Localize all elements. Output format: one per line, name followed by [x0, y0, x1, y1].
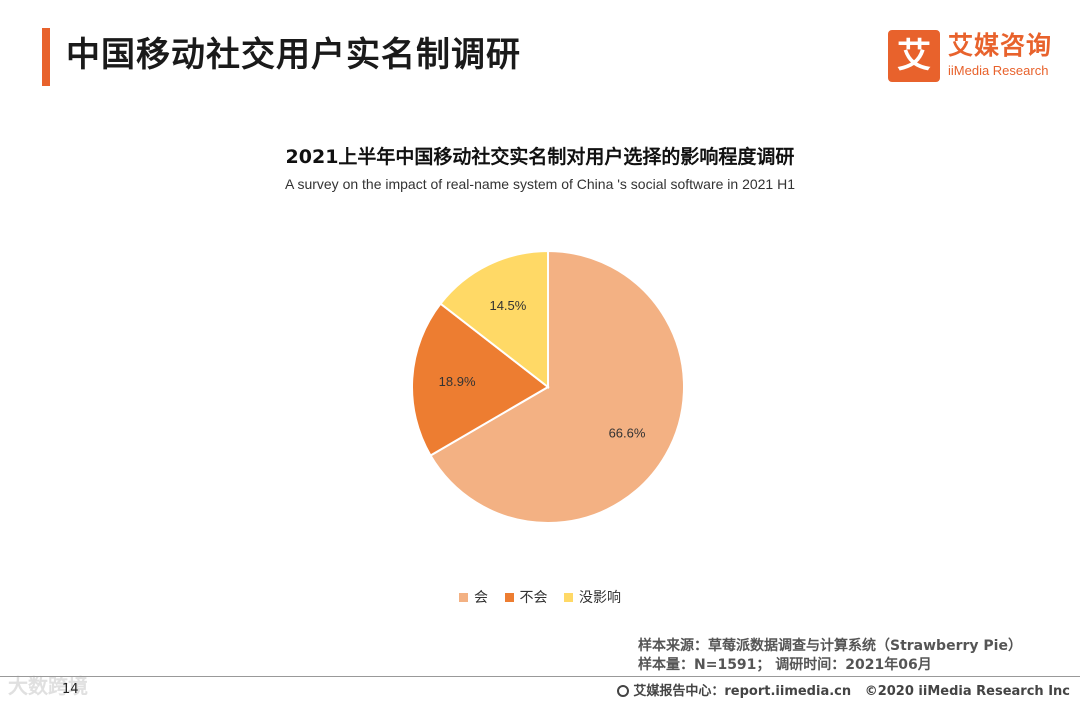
chart-title: 2021上半年中国移动社交实名制对用户选择的影响程度调研: [285, 146, 795, 168]
page-title: 中国移动社交用户实名制调研: [66, 35, 521, 75]
sample-line: 样本量：N=1591； 调研时间：2021年06月: [638, 657, 932, 673]
legend-swatch: [504, 592, 514, 602]
title-accent-bar: [42, 28, 50, 86]
source-line: 样本来源：草莓派数据调查与计算系统（Strawberry Pie）: [638, 638, 1022, 654]
pie-slice-1: [411, 302, 550, 457]
iimedia-logo: 艾 艾媒咨询 iiMedia Research: [888, 30, 1068, 84]
chart-legend: 会 不会 没影响: [0, 587, 1080, 607]
footer-divider: [0, 676, 1080, 677]
logo-chinese-name: 艾媒咨询: [948, 31, 1053, 60]
pie-slice-2: [439, 249, 549, 390]
copyright: ©2020 iiMedia Research Inc: [864, 684, 1070, 699]
chart-subtitle: A survey on the impact of real-name syst…: [284, 176, 796, 192]
slice-label-1: 18.9%: [439, 374, 476, 389]
pie-chart: 66.6% 18.9% 14.5%: [411, 249, 685, 524]
legend-item-hui: 会: [459, 587, 488, 607]
logo-mark: 艾: [888, 30, 940, 82]
legend-swatch: [459, 592, 469, 602]
legend-item-buhui: 不会: [504, 587, 548, 607]
legend-swatch: [563, 592, 573, 602]
logo-english-name: iiMedia Research: [948, 63, 1049, 78]
page-number: 14: [62, 682, 79, 697]
slice-label-0: 66.6%: [609, 425, 646, 440]
legend-item-meiyingxiang: 没影响: [563, 587, 621, 607]
slice-label-2: 14.5%: [489, 298, 526, 313]
source-note: 样本来源：草莓派数据调查与计算系统（Strawberry Pie） 样本量：N=…: [638, 637, 1038, 675]
report-center-link[interactable]: 艾媒报告中心：report.iimedia.cn: [633, 684, 852, 699]
pie-slice-0: [429, 249, 685, 524]
watermark: 大数跨境: [8, 674, 88, 698]
footer-credits: 艾媒报告中心：report.iimedia.cn ©2020 iiMedia R…: [617, 680, 1070, 699]
globe-icon: [617, 684, 630, 697]
